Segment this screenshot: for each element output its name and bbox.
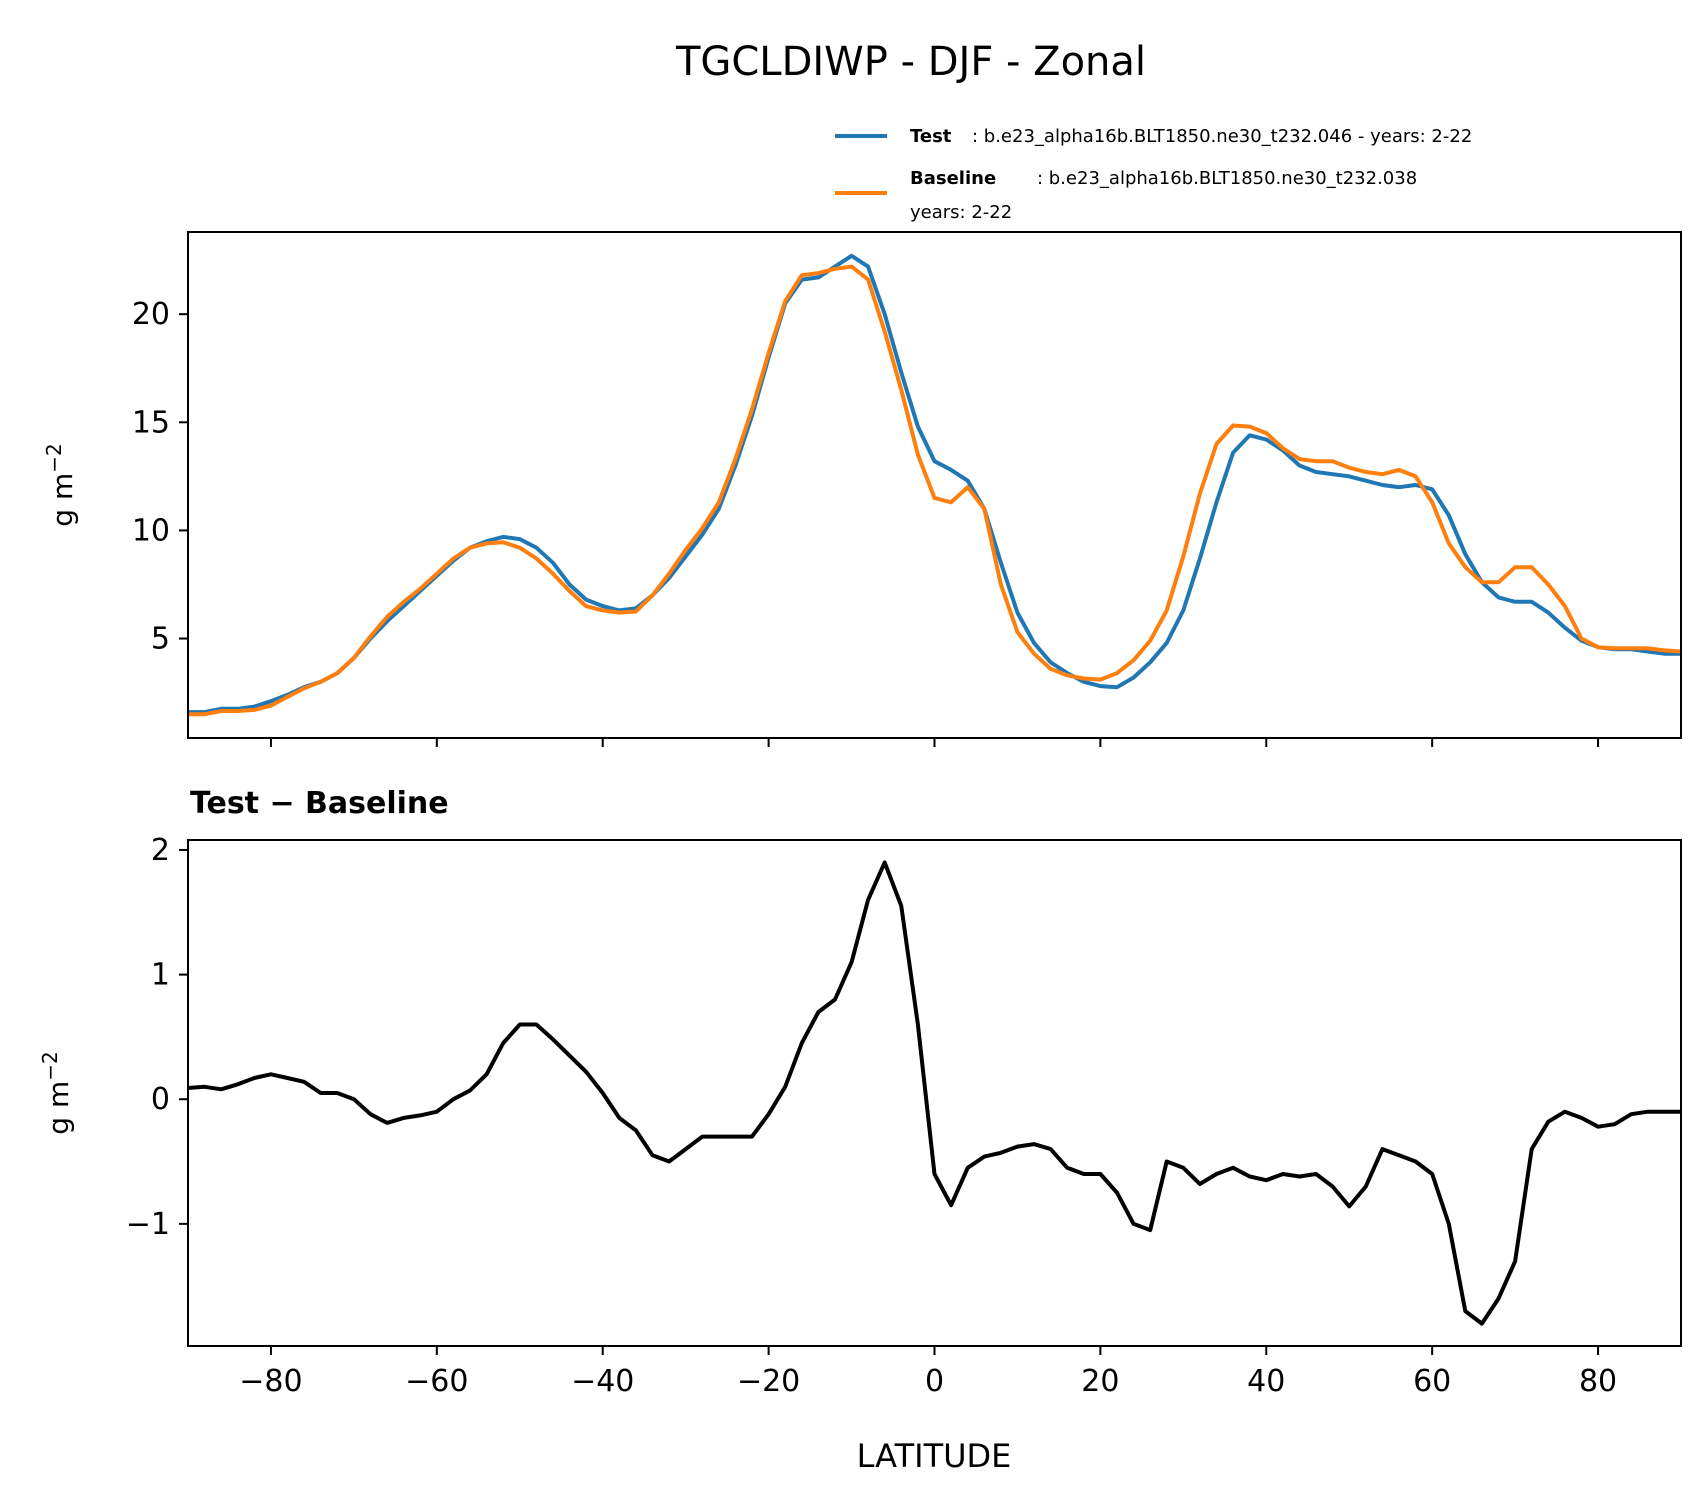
bottom-y-axis-label: g m−2 (38, 1051, 75, 1134)
x-tick-label: 20 (1081, 1364, 1119, 1399)
y-tick-label: 15 (132, 405, 170, 440)
top-axes-frame (187, 231, 1682, 739)
x-tick-label: −40 (571, 1364, 634, 1399)
figure-title: TGCLDIWP - DJF - Zonal (675, 39, 1146, 85)
top-y-axis-label: g m−2 (42, 443, 79, 526)
x-tick-label: −20 (737, 1364, 800, 1399)
bottom-y-axis-label-exponent: −2 (38, 1051, 62, 1080)
legend-label-baseline-line2: years: 2-22 (910, 202, 1012, 223)
x-tick-label: −60 (405, 1364, 468, 1399)
top-panel: 5 10 15 20 g m−2 (42, 231, 1682, 747)
x-tick-label: 80 (1579, 1364, 1617, 1399)
y-tick-label: 0 (151, 1082, 170, 1117)
series-line-test-baseline (187, 860, 1681, 1326)
top-y-axis-label-unit: g m (46, 473, 79, 527)
bottom-y-axis-label-unit: g m (42, 1081, 75, 1135)
y-tick-label: 2 (151, 833, 170, 868)
y-tick-label: 10 (132, 513, 170, 548)
y-tick-label: −1 (126, 1207, 170, 1242)
x-tick-label: 40 (1247, 1364, 1285, 1399)
bottom-axes-frame (187, 839, 1682, 1347)
top-y-ticks: 5 10 15 20 (132, 297, 188, 657)
series-line-baseline (188, 264, 1682, 717)
legend-label-baseline: : b.e23_alpha16b.BLT1850.ne30_t232.038 (1037, 168, 1417, 189)
series-line-test (188, 253, 1681, 715)
x-tick-label: 0 (925, 1364, 944, 1399)
top-plot-lines (188, 253, 1682, 717)
x-tick-label: −80 (239, 1364, 302, 1399)
bottom-y-ticks: −1 0 1 2 (126, 833, 188, 1242)
y-tick-label: 5 (151, 622, 170, 657)
bottom-panel: Test − Baseline −1 0 1 2 −80 −60 −40 −20 0 20 40 6… (38, 786, 1682, 1475)
top-y-axis-label-exponent: −2 (42, 443, 66, 472)
x-axis-label: LATITUDE (857, 1437, 1012, 1475)
bottom-x-ticks: −80 −60 −40 −20 0 20 40 60 80 (239, 1346, 1617, 1399)
bottom-plot-line (187, 860, 1681, 1326)
x-tick-label: 60 (1413, 1364, 1451, 1399)
legend: Test : b.e23_alpha16b.BLT1850.ne30_t232.… (835, 126, 1472, 223)
legend-label-test-name: Test (910, 126, 952, 147)
top-x-ticks (269, 738, 1600, 747)
y-tick-label: 1 (151, 958, 170, 993)
y-tick-label: 20 (132, 297, 170, 332)
bottom-panel-title: Test − Baseline (190, 786, 449, 821)
legend-label-baseline-name: Baseline (910, 168, 996, 189)
legend-label-test: : b.e23_alpha16b.BLT1850.ne30_t232.046 -… (972, 126, 1472, 147)
